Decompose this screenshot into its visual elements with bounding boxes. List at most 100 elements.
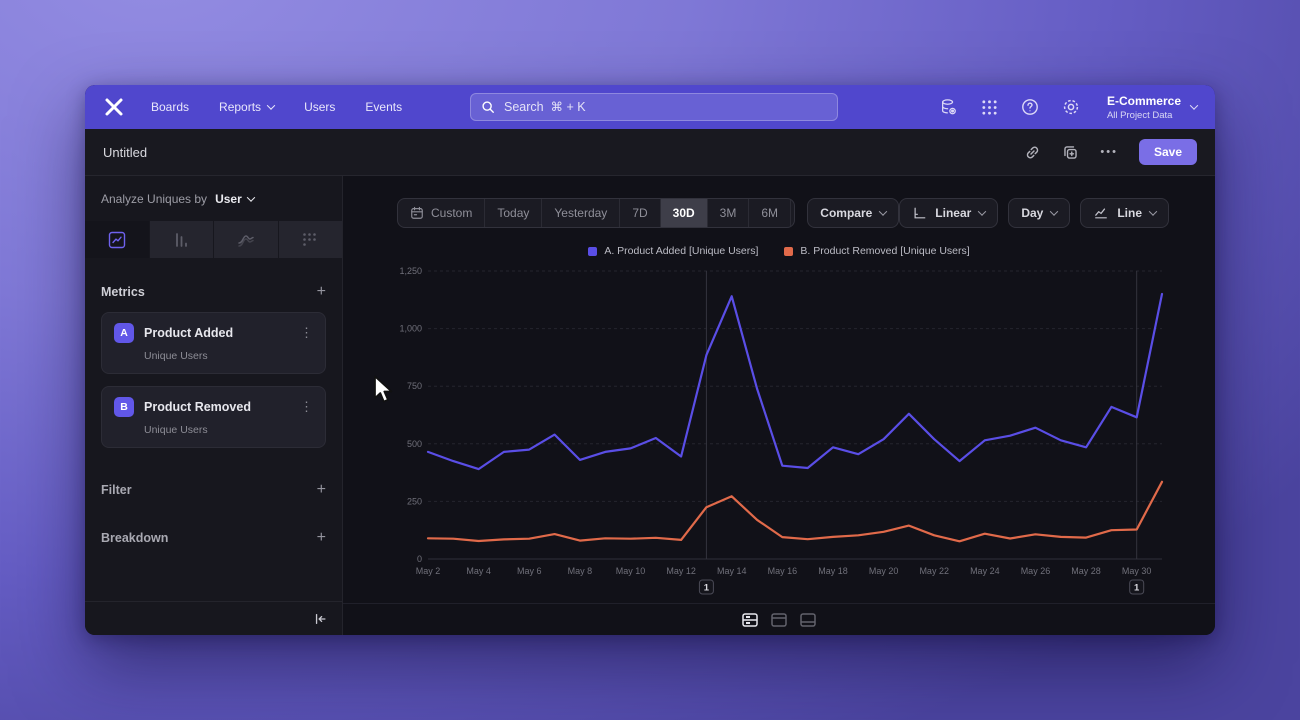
add-breakdown-icon[interactable]: + — [316, 529, 326, 546]
collapse-sidebar-icon[interactable] — [313, 612, 328, 626]
svg-text:May 30: May 30 — [1122, 566, 1152, 576]
legend-series-b[interactable]: B. Product Removed [Unique Users] — [784, 245, 970, 257]
line-chart-icon — [1095, 208, 1108, 219]
range-today[interactable]: Today — [484, 199, 541, 227]
metric-measurement[interactable]: Unique Users — [144, 350, 208, 362]
svg-text:1,000: 1,000 — [399, 324, 422, 334]
breakdown-section-header: Breakdown + — [101, 530, 326, 546]
chevron-down-icon — [246, 193, 255, 202]
metric-options-icon[interactable]: ⋮ — [300, 325, 313, 340]
range-30d[interactable]: 30D — [659, 199, 707, 227]
add-filter-icon[interactable]: + — [316, 481, 326, 498]
svg-text:May 6: May 6 — [517, 566, 542, 576]
sidebar-footer — [85, 601, 342, 635]
metrics-title: Metrics — [101, 285, 145, 299]
range-custom[interactable]: Custom — [398, 199, 484, 227]
compare-dropdown[interactable]: Compare — [807, 198, 900, 228]
project-name: E-Commerce — [1106, 93, 1181, 108]
chevron-down-icon — [1050, 207, 1059, 216]
svg-text:May 28: May 28 — [1071, 566, 1101, 576]
copy-link-icon[interactable] — [1024, 144, 1041, 161]
tab-funnels[interactable] — [148, 221, 214, 258]
view-mode-switcher — [343, 603, 1215, 635]
axis-scale-icon — [914, 207, 926, 219]
metric-badge: B — [114, 397, 134, 417]
chevron-down-icon — [266, 101, 276, 110]
svg-text:May 12: May 12 — [666, 566, 696, 576]
tab-flows[interactable] — [213, 221, 278, 258]
save-button[interactable]: Save — [1138, 139, 1197, 165]
metric-name: Product Removed — [144, 400, 251, 414]
range-3m[interactable]: 3M — [706, 199, 749, 227]
analyze-entity-dropdown[interactable]: User — [215, 192, 255, 206]
settings-gear-icon[interactable] — [1062, 98, 1080, 116]
chevron-down-icon — [879, 207, 888, 216]
nav-events[interactable]: Events — [365, 100, 403, 114]
chart-type-dropdown[interactable]: Line — [1080, 198, 1169, 228]
nav-boards[interactable]: Boards — [151, 100, 190, 114]
view-chart-only-icon[interactable] — [770, 612, 788, 628]
date-range-selector: Custom Today Yesterday 7D 30D 3M 6M 12M — [397, 198, 796, 228]
chevron-down-icon — [1148, 207, 1158, 216]
svg-text:May 20: May 20 — [869, 566, 899, 576]
range-12m[interactable]: 12M — [790, 199, 794, 227]
primary-nav: Boards Reports Users Events — [151, 100, 402, 114]
chart-panel: Custom Today Yesterday 7D 30D 3M 6M 12M … — [343, 176, 1215, 635]
metric-card-a[interactable]: A Product Added ⋮ Unique Users — [101, 312, 326, 374]
view-table-only-icon[interactable] — [799, 612, 817, 628]
metrics-section-header: Metrics + — [101, 284, 326, 300]
chevron-down-icon — [978, 207, 987, 216]
svg-text:May 4: May 4 — [466, 566, 491, 576]
svg-text:0: 0 — [417, 554, 422, 564]
svg-text:May 2: May 2 — [416, 566, 441, 576]
tab-retention[interactable] — [277, 221, 343, 258]
help-icon[interactable] — [1021, 98, 1039, 116]
top-navigation-bar: Boards Reports Users Events — [85, 85, 1215, 129]
report-header: Untitled ••• Save — [85, 129, 1215, 176]
more-options-icon[interactable]: ••• — [1100, 146, 1118, 158]
analyze-label: Analyze Uniques by — [101, 192, 208, 206]
svg-text:May 18: May 18 — [818, 566, 848, 576]
project-selector[interactable]: E-Commerce All Project Data — [1106, 93, 1199, 121]
legend-series-a[interactable]: A. Product Added [Unique Users] — [588, 245, 758, 257]
breakdown-title: Breakdown — [101, 531, 169, 545]
chevron-down-icon — [1189, 101, 1199, 110]
duplicate-icon[interactable] — [1062, 144, 1079, 161]
range-6m[interactable]: 6M — [748, 199, 790, 227]
scale-dropdown[interactable]: Linear — [899, 198, 999, 228]
report-title[interactable]: Untitled — [103, 144, 148, 160]
legend-swatch-a — [588, 246, 598, 256]
metric-name: Product Added — [144, 326, 234, 340]
svg-text:750: 750 — [407, 381, 422, 391]
legend-swatch-b — [784, 246, 794, 256]
apps-grid-icon[interactable] — [981, 99, 998, 116]
data-management-icon[interactable] — [939, 98, 958, 116]
search-icon — [481, 100, 495, 114]
global-search[interactable] — [470, 93, 838, 121]
topbar-actions: E-Commerce All Project Data — [939, 93, 1199, 121]
svg-text:May 22: May 22 — [919, 566, 949, 576]
add-metric-icon[interactable]: + — [316, 283, 326, 300]
metric-card-b[interactable]: B Product Removed ⋮ Unique Users — [101, 386, 326, 448]
query-builder-sidebar: Analyze Uniques by User — [85, 176, 343, 635]
tab-insights[interactable] — [85, 221, 149, 258]
mixpanel-logo-icon[interactable] — [103, 97, 125, 117]
report-type-tabs — [85, 221, 342, 258]
view-chart-and-table-icon[interactable] — [741, 612, 759, 628]
svg-text:May 14: May 14 — [717, 566, 747, 576]
svg-text:500: 500 — [407, 439, 422, 449]
nav-reports[interactable]: Reports — [219, 100, 276, 114]
filter-title: Filter — [101, 483, 132, 497]
app-window: Boards Reports Users Events — [85, 85, 1215, 635]
interval-dropdown[interactable]: Day — [1008, 198, 1071, 228]
range-yesterday[interactable]: Yesterday — [541, 199, 619, 227]
svg-text:1: 1 — [1134, 583, 1140, 594]
range-7d[interactable]: 7D — [619, 199, 659, 227]
metric-measurement[interactable]: Unique Users — [144, 424, 208, 436]
metric-options-icon[interactable]: ⋮ — [300, 399, 313, 414]
svg-text:May 16: May 16 — [768, 566, 798, 576]
search-input[interactable] — [504, 100, 827, 114]
svg-text:1: 1 — [704, 583, 710, 594]
nav-users[interactable]: Users — [304, 100, 336, 114]
